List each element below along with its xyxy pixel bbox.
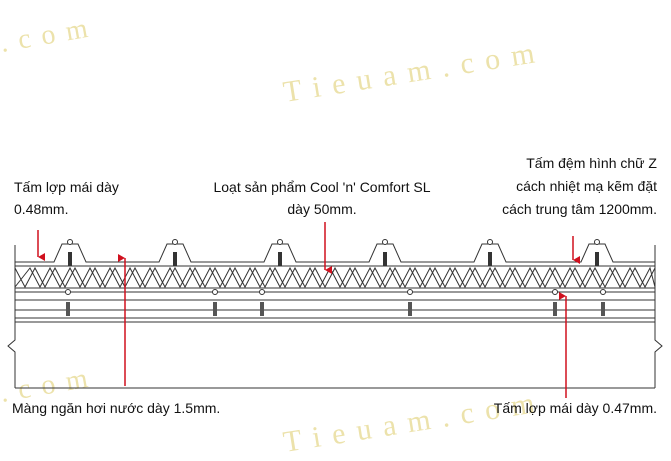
fastener — [383, 252, 387, 266]
label: Màng ngăn hơi nước dày 1.5mm. — [12, 400, 220, 416]
fastener-head — [259, 289, 265, 295]
fastener-head — [277, 239, 283, 245]
label-line: cách nhiệt mạ kẽm đặt — [516, 178, 657, 194]
break-symbol — [7, 322, 16, 388]
label: Tấm lợp mái dày 0.47mm. — [494, 400, 657, 416]
insulation — [14, 266, 656, 289]
watermark: T i e u a m . c o m — [281, 386, 539, 459]
label-line: Tấm đệm hình chữ Z — [526, 155, 657, 171]
break-symbol — [654, 322, 663, 388]
fastener-head — [65, 289, 71, 295]
top-sheet — [15, 243, 655, 263]
fastener — [553, 302, 557, 316]
fastener-head — [407, 289, 413, 295]
fastener — [488, 252, 492, 266]
watermark: T i e u a m . c o m — [281, 36, 539, 109]
label-line: cách trung tâm 1200mm. — [502, 201, 657, 217]
fastener-head — [212, 289, 218, 295]
fastener — [68, 252, 72, 266]
fastener — [601, 302, 605, 316]
insulation — [14, 266, 656, 289]
fastener-head — [172, 239, 178, 245]
fastener — [595, 252, 599, 266]
fastener — [213, 302, 217, 316]
fastener-head — [487, 239, 493, 245]
label-line: dày 50mm. — [287, 201, 356, 217]
fastener-head — [594, 239, 600, 245]
watermark: . c o m — [0, 13, 92, 59]
fastener-head — [382, 239, 388, 245]
fastener-head — [552, 289, 558, 295]
label-line: 0.48mm. — [14, 201, 68, 217]
fastener — [260, 302, 264, 316]
fastener — [173, 252, 177, 266]
fastener — [66, 302, 70, 316]
fastener-head — [67, 239, 73, 245]
fastener — [278, 252, 282, 266]
fastener — [408, 302, 412, 316]
roof-structure — [7, 239, 663, 389]
fastener-head — [600, 289, 606, 295]
label-line: Tấm lợp mái dày — [14, 179, 119, 195]
label-line: Loạt sản phẩm Cool 'n' Comfort SL — [213, 179, 430, 195]
